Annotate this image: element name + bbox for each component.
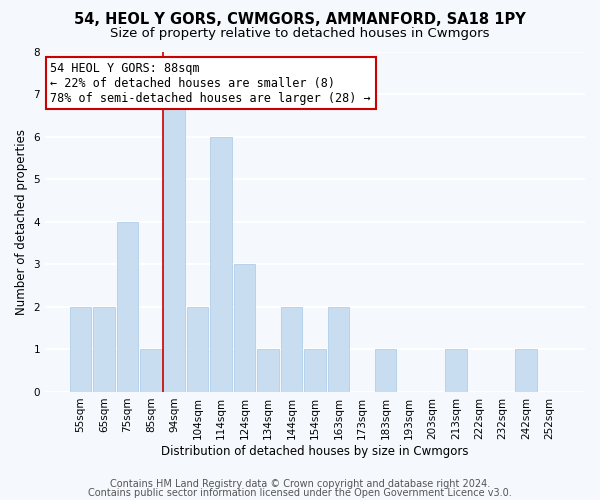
Bar	[328, 307, 349, 392]
Bar	[163, 94, 185, 392]
Bar	[281, 307, 302, 392]
Bar	[445, 350, 467, 392]
Text: Contains public sector information licensed under the Open Government Licence v3: Contains public sector information licen…	[88, 488, 512, 498]
Bar	[211, 136, 232, 392]
Bar	[140, 350, 161, 392]
Text: 54, HEOL Y GORS, CWMGORS, AMMANFORD, SA18 1PY: 54, HEOL Y GORS, CWMGORS, AMMANFORD, SA1…	[74, 12, 526, 28]
Bar	[234, 264, 256, 392]
Bar	[374, 350, 396, 392]
Text: Size of property relative to detached houses in Cwmgors: Size of property relative to detached ho…	[110, 28, 490, 40]
Bar	[70, 307, 91, 392]
Bar	[187, 307, 208, 392]
Bar	[93, 307, 115, 392]
Bar	[515, 350, 537, 392]
X-axis label: Distribution of detached houses by size in Cwmgors: Distribution of detached houses by size …	[161, 444, 469, 458]
Bar	[304, 350, 326, 392]
Text: 54 HEOL Y GORS: 88sqm
← 22% of detached houses are smaller (8)
78% of semi-detac: 54 HEOL Y GORS: 88sqm ← 22% of detached …	[50, 62, 371, 104]
Bar	[116, 222, 138, 392]
Bar	[257, 350, 279, 392]
Text: Contains HM Land Registry data © Crown copyright and database right 2024.: Contains HM Land Registry data © Crown c…	[110, 479, 490, 489]
Y-axis label: Number of detached properties: Number of detached properties	[15, 128, 28, 314]
